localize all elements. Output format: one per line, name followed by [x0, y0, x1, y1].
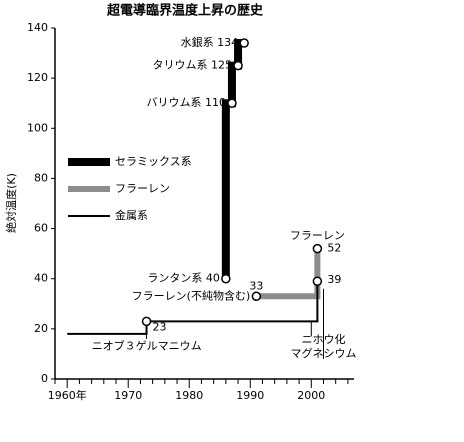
data-point — [239, 38, 249, 48]
annotation: フラーレン(不純物含む) — [132, 288, 251, 302]
series-line — [221, 39, 245, 279]
data-point — [141, 316, 152, 327]
y-tick-label: 140 — [27, 21, 48, 34]
data-point — [251, 291, 262, 302]
point-label: 52 — [327, 242, 341, 255]
point-label: ランタン系 40 — [147, 272, 220, 285]
point-label: 33 — [249, 279, 263, 292]
point-label: タリウム系 125 — [153, 59, 233, 72]
data-point — [221, 273, 231, 284]
x-tick-label: 2000 — [297, 389, 325, 402]
data-point — [227, 98, 237, 108]
data-point — [312, 276, 323, 286]
annotation: フラーレン — [290, 229, 345, 242]
series-line — [256, 248, 321, 300]
annotation: ニホウ化 — [301, 332, 345, 346]
point-label: 39 — [327, 273, 341, 286]
y-tick-label: 80 — [34, 171, 48, 184]
legend-label: 金属系 — [115, 208, 148, 222]
point-label: 水銀系 134 — [181, 35, 239, 49]
y-tick-label: 100 — [27, 121, 48, 134]
x-tick-label: 1980 — [175, 389, 203, 402]
x-tick-label: 1960年 — [48, 388, 87, 402]
y-tick-label: 20 — [34, 322, 48, 335]
legend-label: フラーレン — [115, 182, 170, 195]
data-point — [233, 60, 243, 71]
data-point — [312, 243, 323, 254]
point-label: バリウム系 110 — [146, 96, 226, 109]
annotation: マグネシウム — [290, 346, 356, 360]
x-tick-label: 1970 — [114, 389, 142, 402]
y-tick-label: 0 — [41, 372, 48, 385]
legend-label: セラミックス系 — [115, 155, 192, 168]
y-tick-label: 60 — [34, 222, 48, 235]
y-tick-label: 120 — [27, 71, 48, 84]
point-label: 23 — [153, 320, 167, 333]
chart-title: 超電導臨界温度上昇の歴史 — [107, 3, 264, 19]
y-axis-label: 絶対温度(K) — [4, 173, 18, 233]
x-tick-label: 1990 — [236, 389, 264, 402]
y-tick-label: 40 — [34, 272, 48, 285]
annotation: ニオブ３ゲルマニウム — [92, 338, 202, 352]
